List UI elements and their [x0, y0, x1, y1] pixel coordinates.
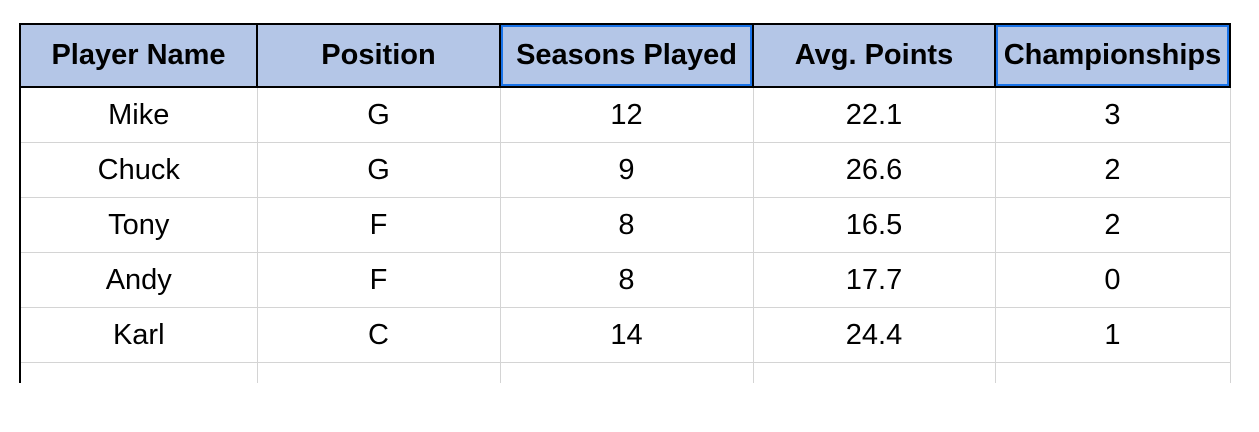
cell-championships[interactable]: 2 — [994, 197, 1231, 253]
cell-championships[interactable]: 1 — [994, 307, 1231, 363]
cell-seasons-played[interactable]: 8 — [499, 252, 754, 308]
cell-position[interactable]: F — [256, 197, 501, 253]
table-row: Mike G 12 22.1 3 — [19, 86, 1231, 143]
cell-player-name[interactable]: Tony — [19, 197, 258, 253]
cell-seasons-played[interactable]: 9 — [499, 142, 754, 198]
empty-row — [19, 362, 1231, 383]
cell-position[interactable]: G — [256, 86, 501, 143]
cell-championships[interactable]: 0 — [994, 252, 1231, 308]
header-row: Player Name Position Seasons Played Avg.… — [19, 23, 1231, 88]
empty-cell[interactable] — [256, 362, 501, 383]
cell-position[interactable]: C — [256, 307, 501, 363]
header-seasons-played[interactable]: Seasons Played — [499, 23, 754, 88]
cell-avg-points[interactable]: 16.5 — [752, 197, 996, 253]
cell-avg-points[interactable]: 24.4 — [752, 307, 996, 363]
table-row: Chuck G 9 26.6 2 — [19, 142, 1231, 198]
cell-player-name[interactable]: Chuck — [19, 142, 258, 198]
empty-cell[interactable] — [499, 362, 754, 383]
header-avg-points[interactable]: Avg. Points — [752, 23, 996, 88]
table-row: Karl C 14 24.4 1 — [19, 307, 1231, 363]
cell-championships[interactable]: 3 — [994, 86, 1231, 143]
cell-seasons-played[interactable]: 8 — [499, 197, 754, 253]
players-table: Player Name Position Seasons Played Avg.… — [19, 23, 1231, 383]
header-position[interactable]: Position — [256, 23, 501, 88]
empty-cell[interactable] — [752, 362, 996, 383]
cell-avg-points[interactable]: 26.6 — [752, 142, 996, 198]
cell-avg-points[interactable]: 22.1 — [752, 86, 996, 143]
header-championships[interactable]: Championships — [994, 23, 1231, 88]
header-player-name[interactable]: Player Name — [19, 23, 258, 88]
table-header: Player Name Position Seasons Played Avg.… — [19, 23, 1231, 88]
empty-cell[interactable] — [994, 362, 1231, 383]
cell-player-name[interactable]: Mike — [19, 86, 258, 143]
table-body: Mike G 12 22.1 3 Chuck G 9 26.6 2 Tony F… — [19, 86, 1231, 383]
cell-seasons-played[interactable]: 14 — [499, 307, 754, 363]
empty-cell[interactable] — [19, 362, 258, 383]
cell-player-name[interactable]: Andy — [19, 252, 258, 308]
table-row: Tony F 8 16.5 2 — [19, 197, 1231, 253]
cell-position[interactable]: G — [256, 142, 501, 198]
cell-position[interactable]: F — [256, 252, 501, 308]
cell-avg-points[interactable]: 17.7 — [752, 252, 996, 308]
cell-championships[interactable]: 2 — [994, 142, 1231, 198]
table-row: Andy F 8 17.7 0 — [19, 252, 1231, 308]
cell-seasons-played[interactable]: 12 — [499, 86, 754, 143]
cell-player-name[interactable]: Karl — [19, 307, 258, 363]
